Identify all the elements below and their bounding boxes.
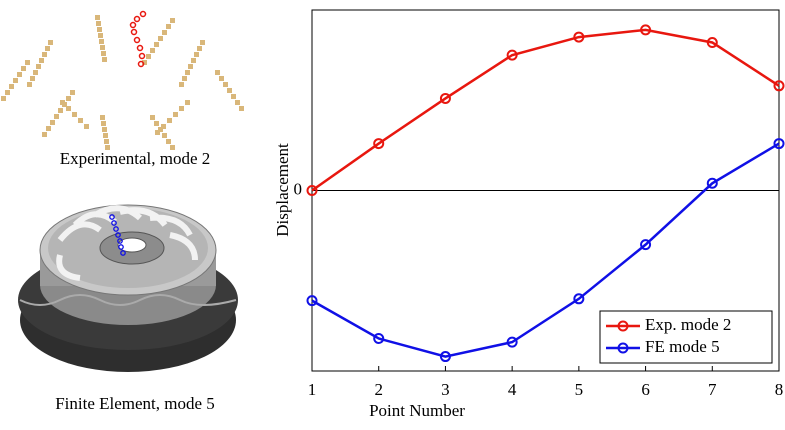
legend: Exp. mode 2 FE mode 5 xyxy=(600,311,772,363)
x-axis-label: Point Number xyxy=(369,401,465,420)
caption: Finite Element, mode 5 xyxy=(55,394,215,413)
y-tick-label: 0 xyxy=(294,179,303,198)
y-axis-label: Displacement xyxy=(273,143,292,237)
figure: Experimental, mode 2 Finite Element, mod… xyxy=(0,0,785,430)
plot-area: 1 2 3 4 5 6 7 8 0 Exp. mode 2 FE mode 5 xyxy=(294,25,784,399)
caption: Experimental, mode 2 xyxy=(60,149,211,168)
x-tick-label: 3 xyxy=(441,380,450,399)
experimental-illustration xyxy=(1,12,244,151)
legend-label: Exp. mode 2 xyxy=(645,315,731,334)
series-line xyxy=(312,30,779,191)
x-tick-label: 2 xyxy=(374,380,383,399)
x-tick-label: 8 xyxy=(775,380,784,399)
fe-illustration xyxy=(18,205,238,372)
x-tick-label: 6 xyxy=(641,380,650,399)
legend-label: FE mode 5 xyxy=(645,337,720,356)
x-tick-label: 5 xyxy=(575,380,584,399)
x-tick-label: 7 xyxy=(708,380,717,399)
x-tick-label: 1 xyxy=(308,380,317,399)
x-tick-label: 4 xyxy=(508,380,517,399)
